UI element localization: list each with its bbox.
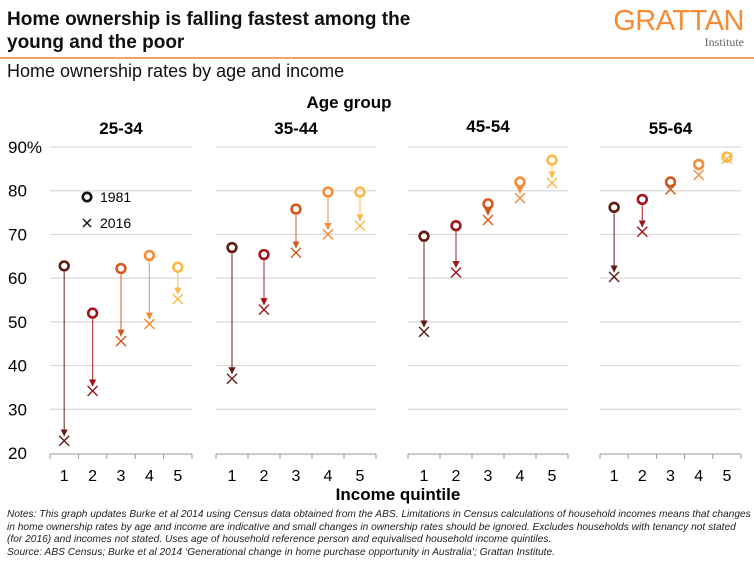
x-axis-label: Income quintile: [336, 485, 461, 504]
x-tick-label: 4: [516, 468, 525, 485]
point-2016: [322, 228, 334, 240]
x-tick-label: 4: [694, 468, 703, 485]
point-2016: [290, 247, 302, 259]
y-tick-label: 90%: [8, 138, 42, 157]
point-1981: [143, 249, 156, 262]
y-tick-label: 60: [8, 269, 27, 288]
point-2016: [87, 385, 99, 397]
point-2016: [482, 214, 494, 226]
point-2016: [546, 177, 558, 189]
legend-x-marker: [82, 218, 92, 228]
panel-45-54: 45-54 1 2 3 4 5: [407, 117, 569, 485]
point-2016: [514, 192, 526, 204]
x-tick-label: 3: [117, 468, 126, 485]
y-tick-label: 20: [8, 444, 27, 463]
point-1981: [58, 260, 70, 272]
point-2016: [226, 373, 238, 385]
x-tick-label: 2: [452, 468, 461, 485]
notes-text: Notes: This graph updates Burke et al 20…: [7, 509, 751, 546]
x-tick-label: 5: [722, 468, 731, 485]
panel-title: 35-44: [274, 119, 318, 138]
panel-35-44: 35-44 1 2 3 4 5: [215, 119, 377, 485]
y-tick-label: 50: [8, 313, 27, 332]
panel-title: 25-34: [99, 119, 143, 138]
notes-block: Notes: This graph updates Burke et al 20…: [7, 509, 752, 559]
point-1981: [354, 186, 366, 198]
x-tick-label: 3: [292, 468, 301, 485]
x-tick-label: 2: [638, 468, 647, 485]
x-tick-label: 1: [228, 468, 237, 485]
point-2016: [608, 271, 620, 283]
point-2016: [354, 220, 366, 232]
x-tick-label: 1: [420, 468, 429, 485]
point-1981: [322, 186, 334, 198]
panel-title: 55-64: [649, 119, 693, 138]
point-2016: [58, 435, 70, 447]
panel-25-34: 25-34 1 2 3 4 5: [49, 119, 193, 485]
x-tick-label: 1: [610, 468, 619, 485]
legend-circle-marker: [81, 191, 93, 203]
legend-label-1981: 1981: [100, 189, 131, 205]
x-tick-label: 2: [88, 468, 97, 485]
point-1981: [226, 241, 238, 254]
x-tick-label: 2: [260, 468, 269, 485]
point-2016: [143, 318, 155, 330]
grattan-logo: GRATTAN Institute: [613, 6, 744, 48]
point-1981: [172, 261, 184, 273]
point-1981: [258, 248, 270, 261]
point-1981: [418, 230, 430, 242]
legend: 1981 2016: [81, 189, 131, 231]
x-tick-label: 5: [356, 468, 365, 485]
chart-title: Home ownership is falling fastest among …: [7, 9, 411, 53]
x-tick-label: 4: [324, 468, 333, 485]
point-1981: [115, 262, 127, 275]
legend-label-2016: 2016: [100, 215, 131, 231]
panel-title: 45-54: [466, 117, 510, 136]
source-text: Source: ABS Census; Burke et al 2014 ‘Ge…: [7, 546, 555, 558]
point-1981: [482, 198, 494, 210]
panels: 25-34 1 2 3 4 5 35-44 1 2 3 4 5 45-54 1 2 3 4 5 55-64 1 2 3 4 5: [49, 117, 742, 485]
point-2016: [258, 304, 270, 316]
point-2016: [115, 335, 127, 347]
point-1981: [608, 201, 620, 214]
point-2016: [418, 326, 430, 338]
point-1981: [514, 176, 526, 188]
x-tick-label: 3: [484, 468, 493, 485]
x-tick-label: 5: [173, 468, 182, 485]
chart-subtitle: Home ownership rates by age and income: [7, 61, 345, 81]
point-2016: [450, 266, 462, 278]
point-1981: [450, 219, 462, 232]
panel-55-64: 55-64 1 2 3 4 5: [599, 119, 742, 485]
point-1981: [86, 307, 99, 319]
x-tick-label: 1: [60, 468, 69, 485]
point-1981: [721, 151, 733, 163]
point-1981: [546, 154, 558, 166]
y-tick-label: 30: [8, 400, 27, 419]
logo-subtext: Institute: [704, 35, 744, 49]
y-tick-label: 40: [8, 357, 27, 376]
x-tick-label: 4: [145, 468, 154, 485]
logo-wordmark: GRATTAN: [613, 5, 744, 37]
point-1981: [664, 176, 677, 188]
point-1981: [636, 193, 648, 206]
y-tick-label: 70: [8, 225, 27, 244]
x-tick-label: 3: [666, 468, 675, 485]
y-tick-label: 80: [8, 182, 27, 201]
title-divider: [0, 57, 754, 59]
x-tick-label: 5: [548, 468, 557, 485]
point-1981: [692, 158, 705, 171]
y-axis: 20 30 40 50 60 70 80 90%: [8, 138, 42, 463]
point-2016: [172, 293, 184, 305]
point-1981: [290, 203, 302, 215]
age-group-label: Age group: [307, 93, 392, 112]
point-2016: [636, 226, 648, 238]
point-2016: [693, 169, 705, 181]
